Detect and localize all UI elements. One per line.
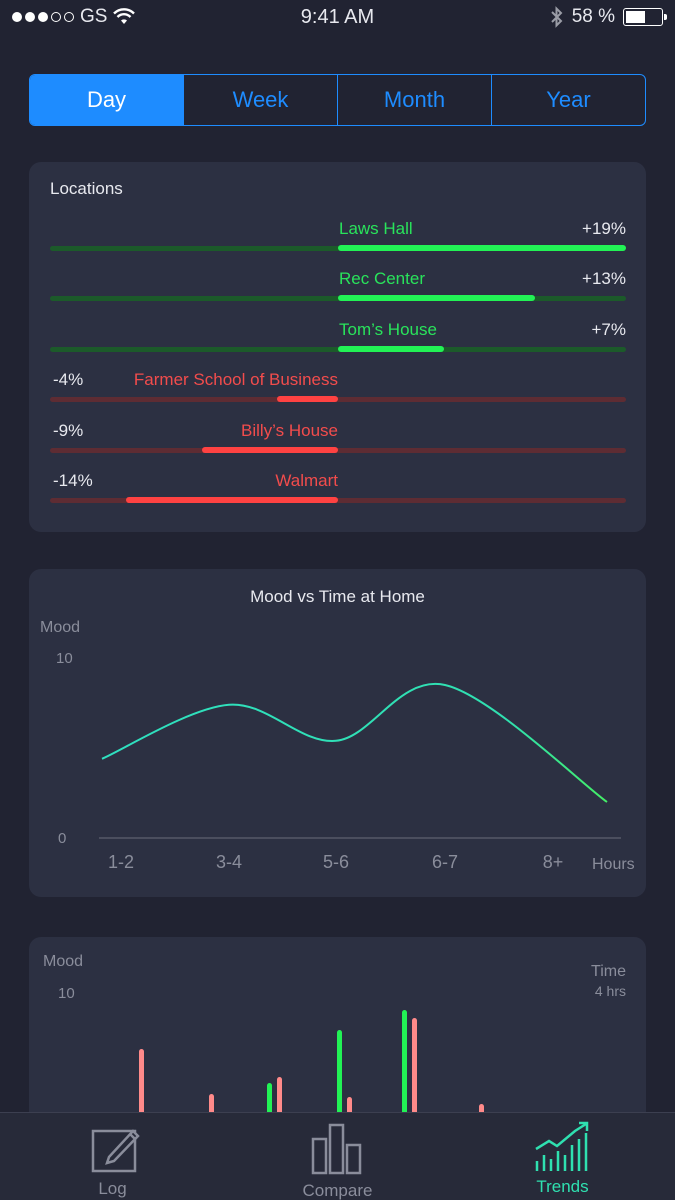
location-percent: -4% [53, 370, 84, 390]
chart-title: Mood vs Time at Home [250, 587, 425, 606]
tab-bar: Log Compare Trends [0, 1112, 675, 1200]
mood-time-bar-chart-card: Mood 10 Time 4 hrs [29, 937, 646, 1137]
status-right: 58 % [550, 6, 667, 28]
bar-pink [139, 1049, 144, 1112]
status-time: 9:41 AM [300, 6, 375, 28]
tab-log-label: Log [98, 1179, 127, 1198]
bar-pink [412, 1018, 417, 1112]
mood-line-series [101, 682, 608, 803]
location-percent: +7% [591, 319, 627, 339]
location-bar [277, 396, 338, 403]
x-tick-label: 5-6 [322, 852, 350, 872]
bar-pink [479, 1103, 484, 1112]
segment-year[interactable]: Year [546, 87, 591, 112]
carrier-name: GS [80, 6, 108, 27]
bar-pink [277, 1076, 282, 1112]
location-percent: -9% [53, 420, 84, 440]
location-row[interactable]: Tom’s House +7% [50, 315, 626, 355]
location-bar [338, 295, 536, 302]
location-name: Tom’s House [339, 319, 437, 339]
tab-trends-label: Trends [536, 1177, 589, 1196]
battery-icon [623, 8, 667, 26]
location-name: Billy’s House [240, 420, 338, 440]
location-row[interactable]: Walmart -14% [50, 466, 626, 506]
y-tick-max-left: 10 [58, 985, 75, 1002]
segment-day[interactable]: Day [30, 75, 184, 125]
pencil-square-icon [91, 1129, 140, 1173]
x-tick-label: 1-2 [107, 852, 135, 872]
segment-week[interactable]: Week [184, 75, 338, 125]
x-axis-label: Hours [592, 856, 635, 873]
location-track [50, 498, 626, 503]
location-name: Rec Center [339, 269, 425, 289]
location-track [50, 397, 626, 403]
trend-chart-icon [534, 1121, 588, 1171]
period-segmented-control: Day Week Month Year [29, 74, 646, 126]
battery-percent: 58 % [571, 6, 615, 27]
status-left: GS [12, 6, 136, 28]
y-tick-max: 10 [56, 650, 73, 667]
location-name: Walmart [275, 471, 338, 490]
y-tick-min: 0 [58, 830, 67, 847]
locations-card: Locations Laws Hall +19% Rec Center +13% Tom… [29, 162, 646, 532]
mood-line-chart [99, 682, 621, 839]
location-percent: +19% [582, 219, 626, 238]
location-bar [125, 497, 338, 503]
bar-green [267, 1083, 272, 1112]
location-row[interactable]: Farmer School of Business -4% [50, 365, 626, 405]
bar-pink [209, 1094, 214, 1112]
tab-trends[interactable]: Trends [450, 1113, 675, 1200]
y-axis-label-left: Mood [43, 953, 84, 970]
status-bar: GS 9:41 AM 58 % [0, 0, 675, 36]
tab-log[interactable]: Log [0, 1113, 225, 1200]
locations-title: Locations [50, 179, 123, 198]
location-bar [338, 345, 445, 352]
location-bar [201, 446, 338, 453]
location-row[interactable]: Billy’s House -9% [50, 416, 626, 456]
location-percent: +13% [582, 269, 626, 289]
x-tick-label: 3-4 [215, 852, 243, 872]
mood-vs-time-chart-card: Mood vs Time at Home Mood 10 0 1-2 3-4 5-6… [29, 569, 646, 897]
location-row[interactable]: Laws Hall +19% [50, 214, 626, 254]
x-tick-label: 8+ [542, 852, 564, 872]
location-bar [338, 245, 626, 251]
location-track [50, 447, 626, 453]
wifi-icon [113, 8, 136, 24]
bluetooth-icon [550, 6, 563, 28]
location-row[interactable]: Rec Center +13% [50, 264, 626, 304]
bar-graph-icon [311, 1123, 361, 1175]
location-percent: -14% [53, 471, 93, 490]
location-name: Laws Hall [339, 219, 413, 238]
x-tick-label: 6-7 [431, 852, 459, 872]
segment-month[interactable]: Month [338, 75, 492, 125]
y-axis-label: Mood [40, 619, 81, 636]
y-axis-label-right: Time [591, 963, 626, 980]
bar-green [402, 1010, 407, 1112]
tab-compare[interactable]: Compare [225, 1113, 450, 1200]
y-tick-max-right: 4 hrs [594, 983, 626, 999]
signal-strength-icon [12, 12, 74, 22]
bar-pink [347, 1097, 352, 1112]
location-name: Farmer School of Business [133, 370, 338, 390]
bar-green [337, 1030, 342, 1112]
tab-compare-label: Compare [302, 1181, 373, 1200]
